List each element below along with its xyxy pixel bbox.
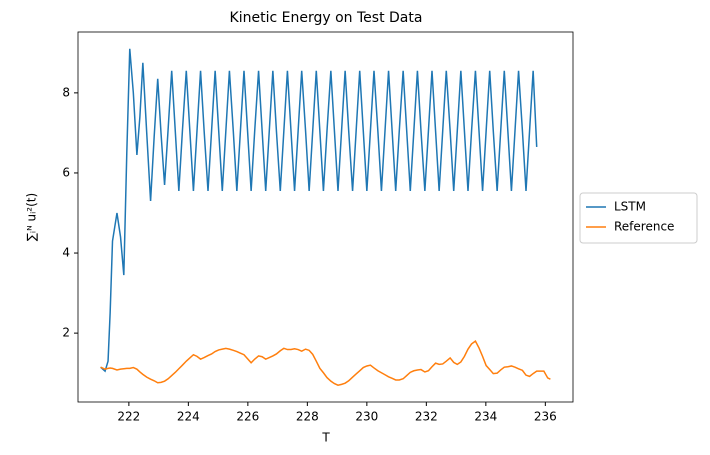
x-tick-label: 230: [355, 410, 378, 424]
y-axis-label: ∑ᵢᴺ uᵢ²(t): [25, 193, 39, 241]
x-tick-label: 222: [117, 410, 140, 424]
y-tick-label: 4: [62, 246, 70, 260]
x-axis-label: T: [321, 431, 330, 445]
x-tick-label: 234: [474, 410, 497, 424]
plot-frame: [77, 31, 574, 403]
x-tick-label: 224: [177, 410, 200, 424]
y-tick-label: 8: [62, 85, 70, 99]
y-tick-label: 2: [62, 326, 70, 340]
x-tick-label: 226: [236, 410, 259, 424]
chart-title: Kinetic Energy on Test Data: [230, 10, 423, 26]
data-line: [100, 48, 538, 373]
x-tick-label: 236: [534, 410, 557, 424]
y-tick-label: 6: [62, 165, 70, 179]
x-tick-label: 232: [415, 410, 438, 424]
legend-box: [579, 192, 698, 244]
legend-label: LSTM: [614, 200, 646, 214]
x-tick-label: 228: [296, 410, 319, 424]
legend-label: Reference: [614, 220, 674, 234]
data-line: [100, 340, 551, 386]
